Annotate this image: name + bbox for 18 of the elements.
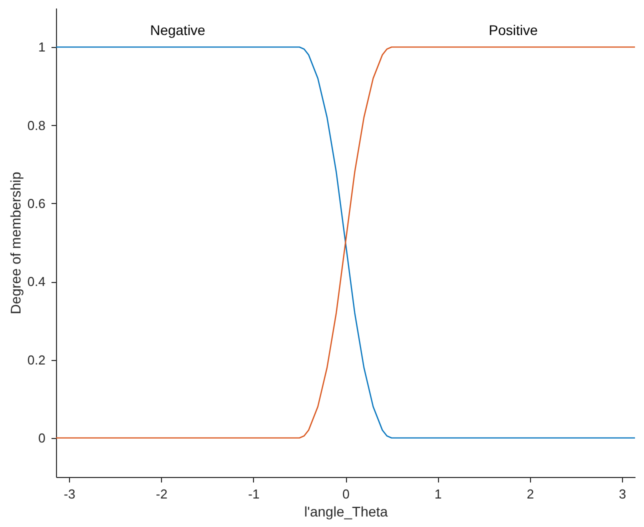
x-tick-label: 2 [526,486,534,502]
series-label: Negative [150,22,206,38]
line-series [55,46,636,439]
y-tick-label: 0 [38,430,46,446]
y-axis-title: Degree of membership [7,172,24,314]
y-tick-label: 0.2 [27,352,46,368]
y-tick-label: 0.4 [27,274,46,290]
x-tick-label: 0 [342,486,350,502]
y-tick-label: 0.8 [27,118,46,133]
x-axis-title: l'angle_Theta [304,504,388,520]
y-tick-label: 1 [38,40,46,55]
x-tick-label: 1 [434,486,442,502]
x-tick-label: 3 [618,486,626,502]
x-tick-label: -3 [64,486,76,502]
x-tick-label: -1 [248,486,260,502]
series-label: Positive [488,22,538,38]
y-tick-label: 0.6 [27,196,46,211]
x-tick-label: -2 [156,486,168,502]
